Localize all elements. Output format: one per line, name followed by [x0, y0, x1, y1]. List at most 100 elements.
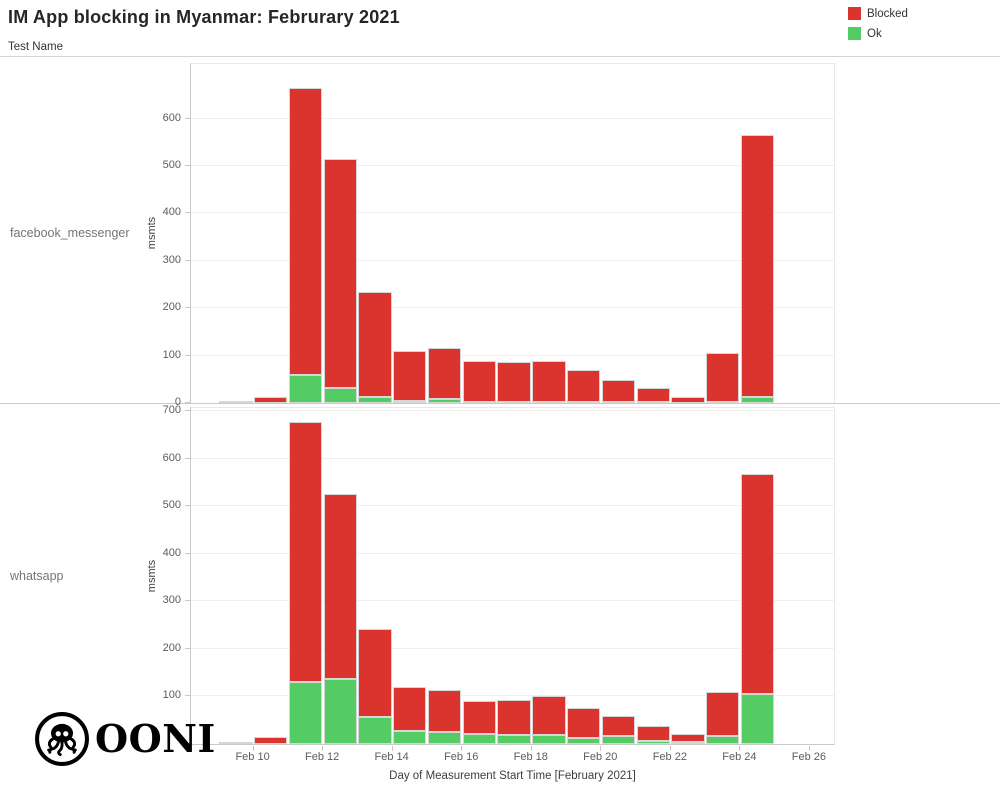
y-tick-label: 700 [162, 404, 181, 417]
facet-header-divider [0, 56, 1000, 57]
bar-segment-blocked-feb-13[interactable] [358, 629, 392, 718]
bar-segment-ok-feb-11[interactable] [288, 682, 323, 744]
bar-segment-blocked-feb-16[interactable] [462, 361, 496, 402]
bar-segment-ok-feb-15[interactable] [427, 731, 462, 744]
bar-segment-blocked-feb-22[interactable] [671, 397, 705, 403]
x-tick-mark [391, 746, 393, 751]
bar-segment-blocked-feb-23[interactable] [706, 353, 740, 403]
legend-label-blocked: Blocked [867, 7, 908, 20]
bar-segment-failure-feb-9[interactable] [219, 401, 253, 403]
bar-segment-ok-feb-11[interactable] [288, 374, 323, 403]
bar-segment-blocked-feb-24[interactable] [740, 474, 775, 694]
y-tick-label: 400 [162, 546, 181, 559]
gridline [191, 457, 834, 459]
row-label-whatsapp: whatsapp [10, 569, 64, 583]
gridline [191, 307, 834, 309]
bar-segment-ok-feb-16[interactable] [462, 733, 496, 744]
x-tick-mark [739, 746, 741, 751]
bar-segment-blocked-feb-15[interactable] [427, 690, 462, 732]
x-tick-label: Feb 26 [791, 751, 827, 763]
facet-divider [0, 403, 1000, 404]
y-tick-mark [185, 457, 190, 459]
bar-segment-blocked-feb-18[interactable] [532, 361, 566, 402]
bar-segment-ok-feb-24[interactable] [740, 693, 775, 744]
bar-segment-ok-feb-20[interactable] [601, 735, 636, 744]
legend: Blocked Ok [848, 7, 908, 47]
plot-area-whatsapp [190, 407, 835, 745]
bar-segment-blocked-feb-14[interactable] [393, 686, 427, 731]
y-tick-label: 500 [162, 158, 181, 171]
bar-segment-blocked-feb-12[interactable] [323, 493, 357, 680]
x-tick-mark [322, 746, 324, 751]
facet-header: Test Name [8, 41, 63, 53]
bar-segment-blocked-feb-10[interactable] [254, 396, 288, 403]
bar-segment-ok-feb-19[interactable] [567, 737, 601, 744]
bar-segment-ok-feb-15[interactable] [427, 398, 462, 403]
x-tick-label: Feb 20 [583, 751, 618, 763]
bar-segment-ok-feb-17[interactable] [497, 734, 531, 744]
bar-segment-ok-feb-12[interactable] [323, 388, 357, 403]
bar-segment-ok-feb-12[interactable] [323, 679, 357, 744]
x-tick-label: Feb 12 [305, 751, 340, 763]
chart-title: IM App blocking in Myanmar: Februrary 20… [8, 7, 400, 27]
bar-segment-blocked-feb-17[interactable] [497, 699, 531, 735]
bar-segment-blocked-feb-23[interactable] [706, 692, 740, 737]
plot-area-facebook-messenger [190, 63, 835, 403]
bar-segment-blocked-feb-16[interactable] [462, 701, 496, 734]
bar-segment-blocked-feb-20[interactable] [601, 716, 636, 736]
bar-segment-ok-feb-14[interactable] [393, 400, 427, 403]
bar-segment-ok-feb-23[interactable] [706, 736, 740, 744]
x-tick-mark [461, 746, 463, 751]
bar-segment-ok-feb-24[interactable] [740, 396, 775, 403]
bar-segment-failure-feb-9[interactable] [219, 742, 253, 744]
bar-segment-blocked-feb-10[interactable] [254, 736, 288, 744]
x-axis-title: Day of Measurement Start Time [February … [389, 770, 636, 782]
gridline [191, 695, 834, 697]
bar-segment-blocked-feb-15[interactable] [427, 348, 462, 399]
y-tick-mark [185, 552, 190, 554]
bar-segment-blocked-feb-20[interactable] [601, 380, 636, 403]
bar-segment-blocked-feb-21[interactable] [636, 725, 670, 742]
x-tick-mark [600, 746, 602, 751]
bar-segment-blocked-feb-21[interactable] [636, 387, 670, 403]
y-tick-mark [185, 695, 190, 697]
legend-item-ok: Ok [848, 27, 908, 40]
bar-segment-blocked-feb-18[interactable] [532, 696, 566, 736]
y-tick-label: 400 [162, 206, 181, 219]
bar-segment-blocked-feb-22[interactable] [671, 734, 705, 742]
bar-segment-ok-feb-13[interactable] [358, 397, 392, 403]
bar-segment-blocked-feb-12[interactable] [323, 158, 357, 389]
x-tick-mark [669, 746, 671, 751]
x-tick-label: Feb 10 [235, 751, 270, 763]
legend-item-blocked: Blocked [848, 7, 908, 20]
gridline [191, 600, 834, 602]
y-tick-mark [185, 164, 190, 166]
bar-segment-blocked-feb-14[interactable] [393, 351, 427, 401]
x-tick-mark [530, 746, 532, 751]
y-tick-label: 0 [174, 396, 181, 408]
bar-segment-blocked-feb-24[interactable] [740, 135, 775, 397]
bar-segment-ok-feb-21[interactable] [636, 741, 670, 744]
bar-segment-blocked-feb-19[interactable] [567, 708, 601, 738]
y-tick-label: 200 [162, 301, 181, 314]
gridline [191, 505, 834, 507]
bar-segment-ok-feb-14[interactable] [393, 730, 427, 744]
bar-segment-blocked-feb-19[interactable] [567, 369, 601, 402]
y-tick-label: 600 [162, 451, 181, 464]
gridline [191, 164, 834, 166]
bar-segment-blocked-feb-13[interactable] [358, 291, 392, 398]
y-tick-label: 100 [162, 348, 181, 361]
bar-segment-blocked-feb-11[interactable] [288, 87, 323, 375]
y-tick-mark [185, 354, 190, 356]
bar-segment-ok-feb-13[interactable] [358, 717, 392, 744]
legend-label-ok: Ok [867, 27, 882, 40]
y-tick-label: 100 [162, 689, 181, 702]
bar-segment-blocked-feb-17[interactable] [497, 362, 531, 402]
y-tick-mark [185, 117, 190, 119]
bar-segment-blocked-feb-11[interactable] [288, 421, 323, 683]
bar-segment-ok-feb-22[interactable] [671, 741, 705, 744]
bar-segment-ok-feb-18[interactable] [532, 735, 566, 744]
y-tick-mark [185, 647, 190, 649]
x-tick-label: Feb 14 [374, 751, 409, 763]
y-tick-mark [185, 600, 190, 602]
